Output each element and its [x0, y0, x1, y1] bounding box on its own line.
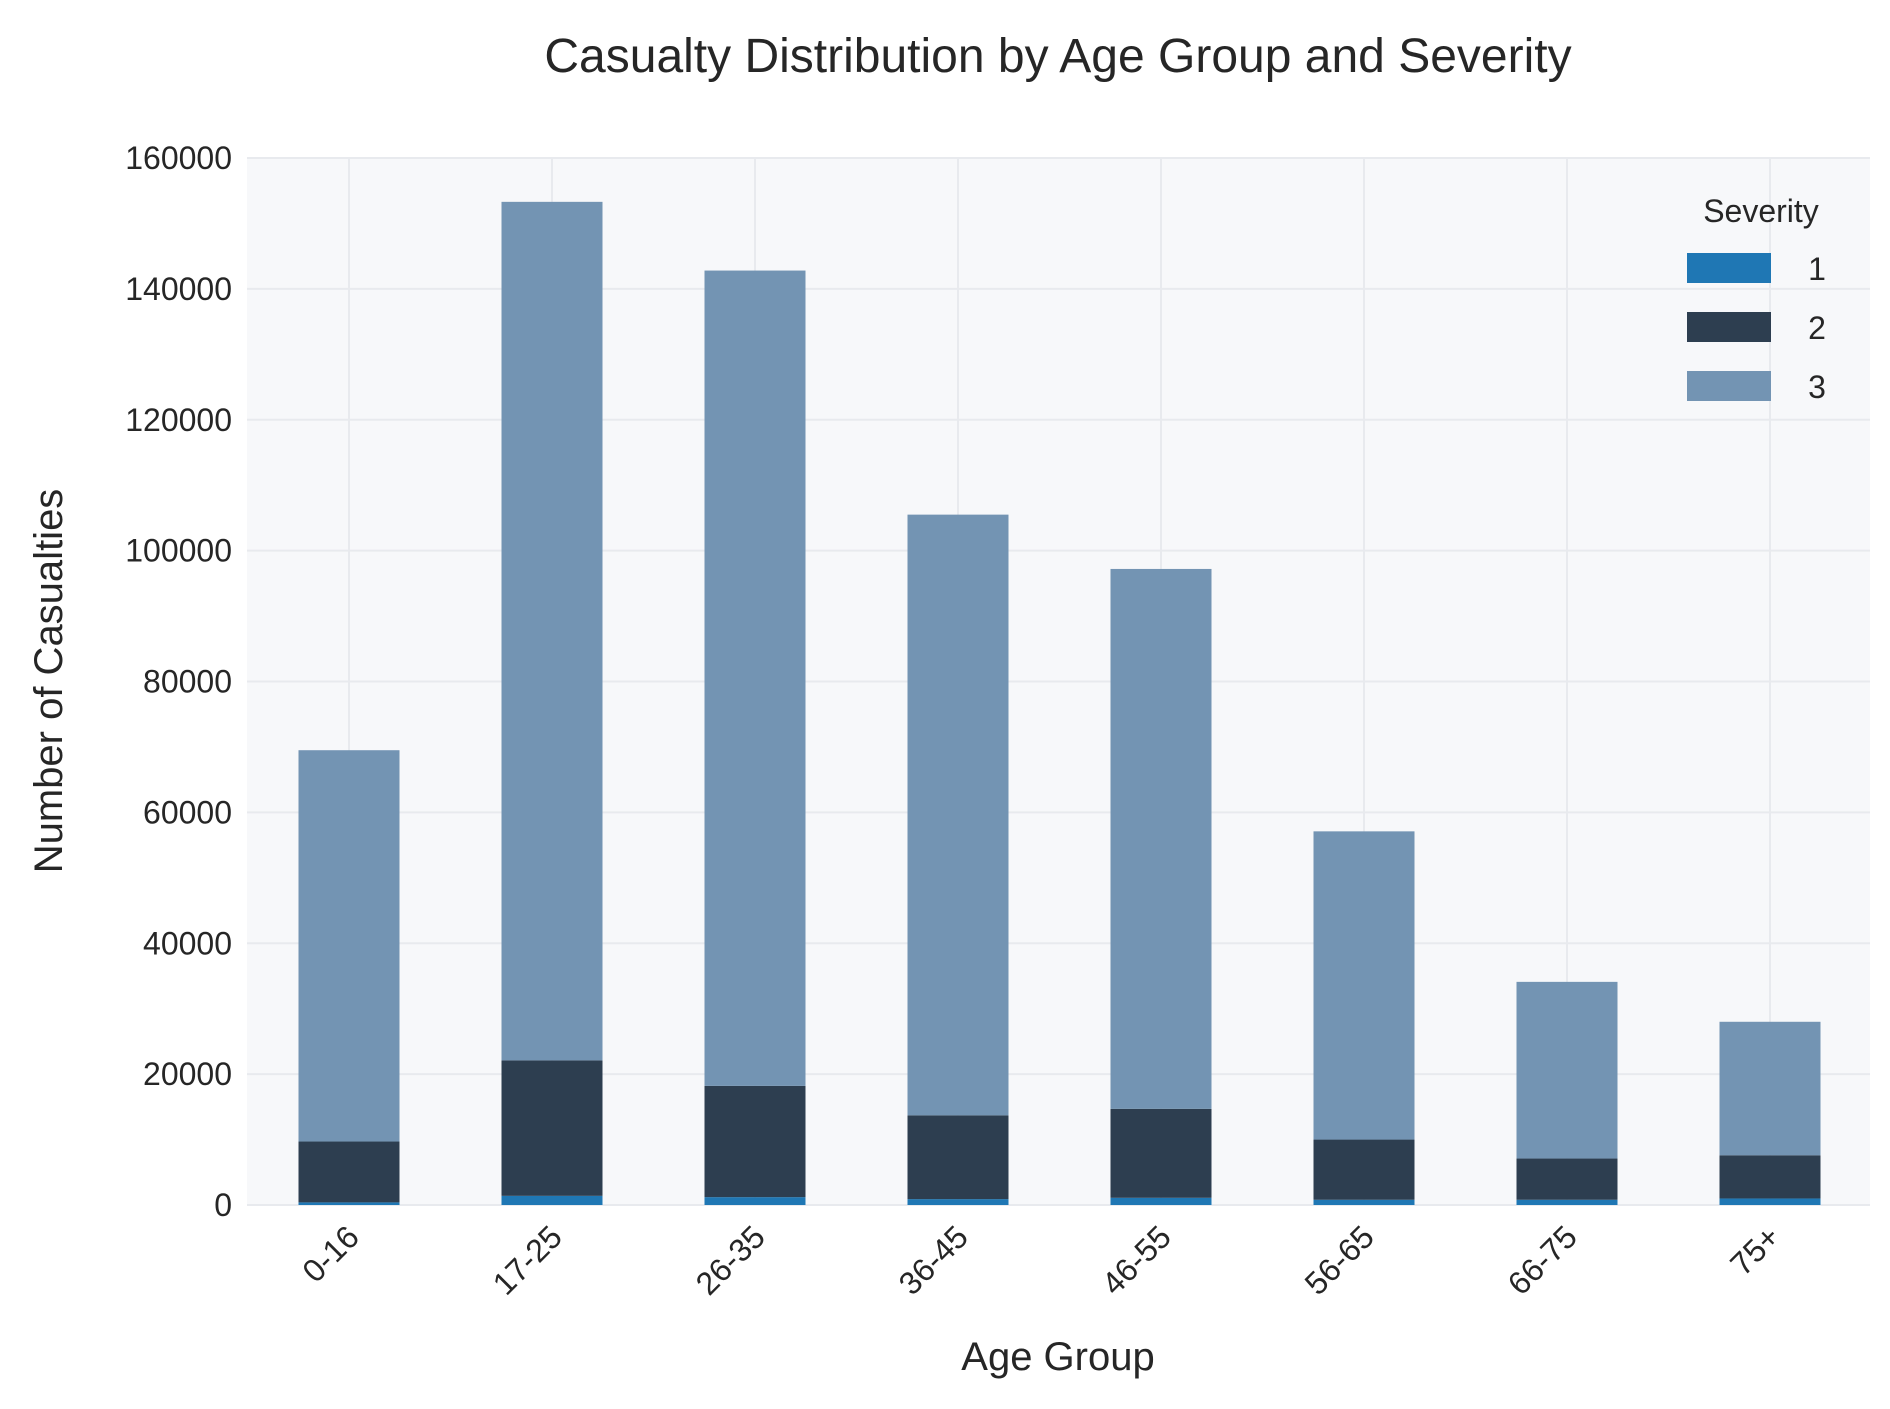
bar-46-55-severity-3	[1110, 568, 1212, 1109]
legend-items: 1 2 3	[1687, 251, 1826, 405]
x-tick-label: 17-25	[486, 1218, 569, 1301]
x-axis-title: Age Group	[961, 1335, 1154, 1379]
legend: Severity 1 2 3	[1687, 193, 1826, 405]
bar-26-35-severity-1	[704, 1197, 806, 1205]
bar-0-16-severity-1	[298, 1202, 400, 1205]
legend-label-2: 2	[1808, 310, 1826, 346]
x-tick-label: 36-45	[892, 1218, 975, 1301]
bar-0-16-severity-3	[298, 750, 400, 1142]
legend-swatch-1	[1687, 253, 1771, 283]
bar-46-55-severity-1	[1110, 1197, 1212, 1205]
bar-17-25-severity-2	[501, 1060, 603, 1196]
x-ticks: 0-16 17-25 26-35 36-45 46-55 56-65 66-75 75+	[295, 1218, 1787, 1301]
legend-swatch-2	[1687, 312, 1771, 342]
y-tick-label: 80000	[143, 664, 232, 700]
legend-label-3: 3	[1808, 369, 1826, 405]
y-tick-label: 140000	[125, 271, 232, 307]
bar-0-16-severity-2	[298, 1141, 400, 1203]
bar-36-45-severity-1	[907, 1199, 1009, 1205]
bars	[298, 201, 1821, 1205]
bar-36-45-severity-3	[907, 514, 1009, 1116]
bar-66-75-severity-2	[1516, 1158, 1618, 1200]
bar-17-25-severity-3	[501, 201, 603, 1061]
y-tick-label: 60000	[143, 794, 232, 830]
y-tick-label: 20000	[143, 1056, 232, 1092]
bar-56-65-severity-2	[1313, 1139, 1415, 1200]
bar-66-75-severity-1	[1516, 1199, 1618, 1205]
legend-title: Severity	[1703, 193, 1819, 229]
x-tick-label: 66-75	[1501, 1218, 1584, 1301]
x-tick-label: 46-55	[1095, 1218, 1178, 1301]
x-tick-label: 56-65	[1298, 1218, 1381, 1301]
bar-75+-severity-1	[1719, 1198, 1821, 1205]
bar-26-35-severity-3	[704, 270, 806, 1086]
bar-56-65-severity-1	[1313, 1199, 1415, 1205]
y-tick-label: 160000	[125, 140, 232, 176]
y-tick-label: 100000	[125, 533, 232, 569]
bar-17-25-severity-1	[501, 1195, 603, 1205]
legend-swatch-3	[1687, 371, 1771, 401]
y-tick-label: 40000	[143, 925, 232, 961]
bar-75+-severity-2	[1719, 1155, 1821, 1199]
bar-75+-severity-3	[1719, 1021, 1821, 1156]
chart-title: Casualty Distribution by Age Group and S…	[544, 30, 1571, 83]
bar-66-75-severity-3	[1516, 981, 1618, 1159]
bar-56-65-severity-3	[1313, 831, 1415, 1140]
bar-36-45-severity-2	[907, 1115, 1009, 1200]
y-tick-label: 0	[214, 1187, 232, 1223]
x-tick-label: 0-16	[295, 1218, 366, 1289]
x-tick-label: 75+	[1723, 1218, 1787, 1282]
y-axis-title: Number of Casualties	[27, 489, 71, 874]
legend-label-1: 1	[1808, 251, 1826, 287]
bar-46-55-severity-2	[1110, 1108, 1212, 1198]
bar-26-35-severity-2	[704, 1085, 806, 1198]
y-ticks: 0 20000 40000 60000 80000 100000 120000 140000 1…	[125, 140, 232, 1223]
x-tick-label: 26-35	[689, 1218, 772, 1301]
y-tick-label: 120000	[125, 402, 232, 438]
